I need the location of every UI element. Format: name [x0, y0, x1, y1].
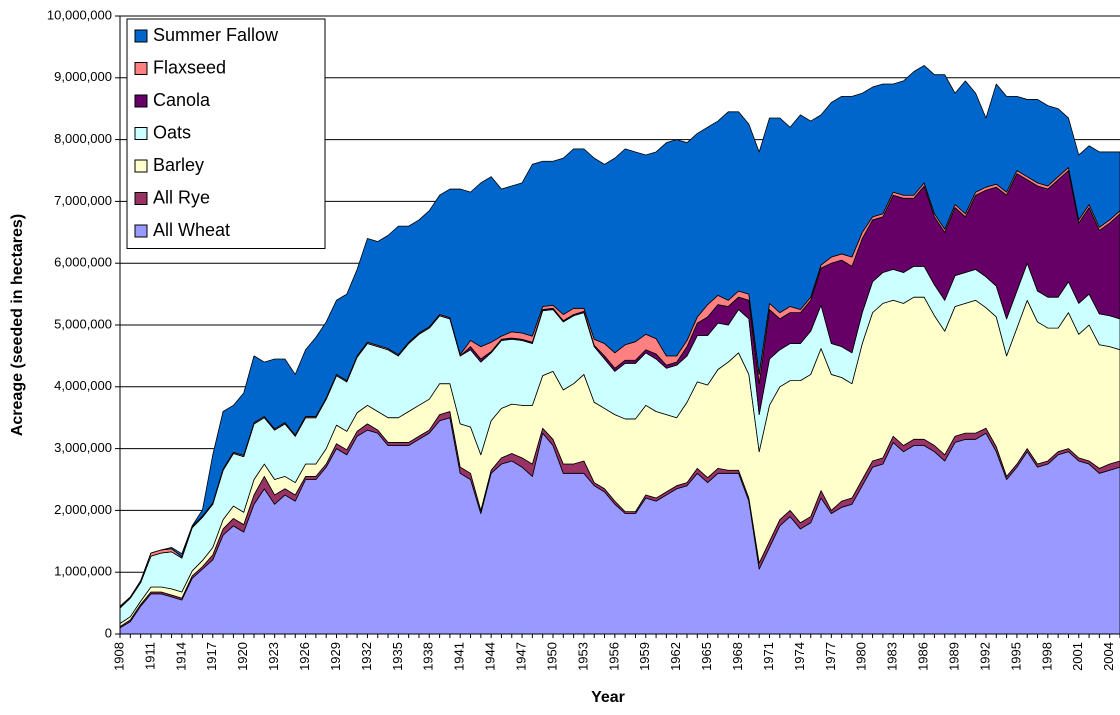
- x-tick-label: 1989: [946, 642, 961, 671]
- areas: [119, 65, 1120, 635]
- x-axis-title: Year: [591, 689, 625, 706]
- x-tick-label: 1929: [328, 642, 343, 671]
- y-tick-label: 2,000,000: [54, 502, 112, 517]
- x-tick-label: 1950: [544, 642, 559, 671]
- legend-swatch: [134, 192, 148, 205]
- y-tick-label: 1,000,000: [54, 564, 112, 579]
- legend: Summer Fallow Flaxseed Canola Oats Barley All…: [126, 18, 326, 249]
- x-tick-label: 1968: [730, 642, 745, 671]
- x-tick-label: 1965: [699, 642, 714, 671]
- x-tick-label: 1983: [885, 642, 900, 671]
- x-tick-label: 1956: [606, 642, 621, 671]
- x-tick-label: 1923: [266, 642, 281, 671]
- x-tick-label: 2004: [1101, 642, 1116, 671]
- y-tick-label: 10,000,000: [47, 7, 112, 22]
- legend-label: Canola: [153, 90, 211, 110]
- y-tick-label: 6,000,000: [54, 255, 112, 270]
- legend-swatch: [134, 127, 148, 140]
- y-tick-label: 7,000,000: [54, 193, 112, 208]
- y-tick-label: 8,000,000: [54, 131, 112, 146]
- x-tick-label: 1998: [1039, 642, 1054, 671]
- x-tick-label: 1932: [359, 642, 374, 671]
- legend-box: [126, 18, 326, 249]
- x-tick-label: 1917: [204, 642, 219, 671]
- legend-swatch: [134, 94, 148, 108]
- x-tick-label: 1962: [668, 642, 683, 671]
- legend-label: Summer Fallow: [153, 25, 279, 45]
- x-tick-label: 1914: [173, 642, 188, 671]
- y-tick-label: 5,000,000: [54, 316, 112, 331]
- x-tick-label: 1926: [297, 642, 312, 671]
- y-tick-label: 0: [105, 625, 112, 640]
- y-tick-label: 3,000,000: [54, 440, 112, 455]
- x-tick-label: 1980: [854, 642, 869, 671]
- x-tick-label: 1944: [483, 642, 498, 671]
- x-tick-label: 1953: [575, 642, 590, 671]
- legend-swatch: [134, 159, 148, 173]
- x-tick-label: 1920: [235, 642, 250, 671]
- x-tick-label: 1986: [916, 642, 931, 671]
- x-tick-label: 1995: [1008, 642, 1023, 671]
- x-tick-label: 1938: [421, 642, 436, 671]
- y-tick-label: 9,000,000: [54, 69, 112, 84]
- legend-swatch: [134, 224, 148, 238]
- legend-label: Flaxseed: [153, 57, 226, 77]
- legend-swatch: [134, 29, 148, 43]
- y-tick-label: 4,000,000: [54, 378, 112, 393]
- x-tick-label: 1941: [452, 642, 467, 671]
- legend-label: Barley: [153, 155, 204, 175]
- x-tick-label: 1977: [823, 642, 838, 671]
- x-tick-label: 1947: [513, 642, 528, 671]
- y-axis-title: Acreage (seeded in hectares): [9, 214, 26, 436]
- x-tick-label: 1992: [977, 642, 992, 671]
- legend-swatch: [134, 62, 148, 75]
- x-tick-label: 1971: [761, 642, 776, 671]
- legend-label: All Rye: [153, 187, 210, 207]
- x-tick-label: 1911: [142, 642, 157, 670]
- legend-label: Oats: [153, 122, 191, 142]
- area: [119, 65, 1120, 608]
- x-tick-label: 1974: [792, 642, 807, 671]
- x-tick-label: 2001: [1070, 642, 1085, 671]
- x-tick-label: 1935: [390, 642, 405, 671]
- legend-label: All Wheat: [153, 220, 230, 240]
- x-tick-label: 1908: [111, 642, 126, 671]
- x-tick-label: 1959: [637, 642, 652, 671]
